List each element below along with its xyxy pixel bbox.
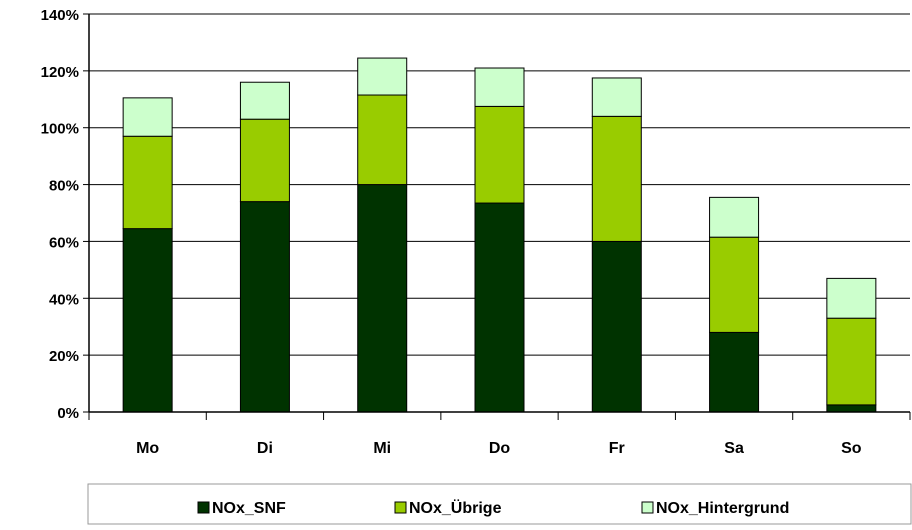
- legend: NOx_SNF NOx_Übrige NOx_Hintergrund: [87, 483, 912, 525]
- legend-label: NOx_SNF: [212, 500, 286, 517]
- y-tick-label: 0%: [57, 405, 79, 422]
- bar-segment: [826, 317, 877, 406]
- bar-segment: [239, 81, 290, 120]
- legend-swatch: [197, 501, 210, 514]
- y-tick-label: 40%: [49, 291, 79, 308]
- x-tick-label: Mi: [373, 440, 391, 457]
- bar-segment: [122, 228, 173, 413]
- legend-label: NOx_Hintergrund: [656, 500, 789, 517]
- y-tick-label: 80%: [49, 178, 79, 195]
- axes: 0% 20% 40% 60% 80% 100% 120% 140% Mo Di Mi Do Fr Sa So: [41, 7, 911, 457]
- bar-segment: [709, 196, 760, 238]
- bar-segment: [122, 97, 173, 137]
- y-tick-label: 120%: [41, 64, 79, 81]
- bar-segment: [826, 277, 877, 319]
- y-tick-label: 140%: [41, 7, 79, 24]
- legend-box: [87, 483, 912, 525]
- x-tick-label: Di: [257, 440, 273, 457]
- legend-label: NOx_Übrige: [409, 498, 502, 517]
- bar-segment: [239, 201, 290, 413]
- x-tick-label: Sa: [724, 440, 744, 457]
- y-tick-label: 100%: [41, 121, 79, 138]
- bar-segment: [709, 236, 760, 333]
- bar-segment: [357, 184, 408, 413]
- y-tick-label: 20%: [49, 348, 79, 365]
- bar-segment: [357, 94, 408, 186]
- bar-segment: [591, 77, 642, 117]
- bar-segment: [122, 135, 173, 230]
- x-tick-label: Mo: [136, 440, 159, 457]
- bar-segment: [591, 115, 642, 242]
- legend-swatch: [394, 501, 407, 514]
- bar-segment: [591, 240, 642, 413]
- bars: [122, 57, 877, 413]
- legend-swatch: [641, 501, 654, 514]
- x-tick-label: Fr: [609, 440, 625, 457]
- bar-segment: [474, 67, 525, 107]
- bar-segment: [357, 57, 408, 96]
- x-tick-label: Do: [489, 440, 511, 457]
- bar-segment: [239, 118, 290, 203]
- bar-segment: [826, 404, 877, 413]
- bar-segment: [474, 105, 525, 204]
- bar-segment: [709, 331, 760, 413]
- y-tick-label: 60%: [49, 234, 79, 251]
- bar-segment: [474, 202, 525, 413]
- x-tick-label: So: [841, 440, 862, 457]
